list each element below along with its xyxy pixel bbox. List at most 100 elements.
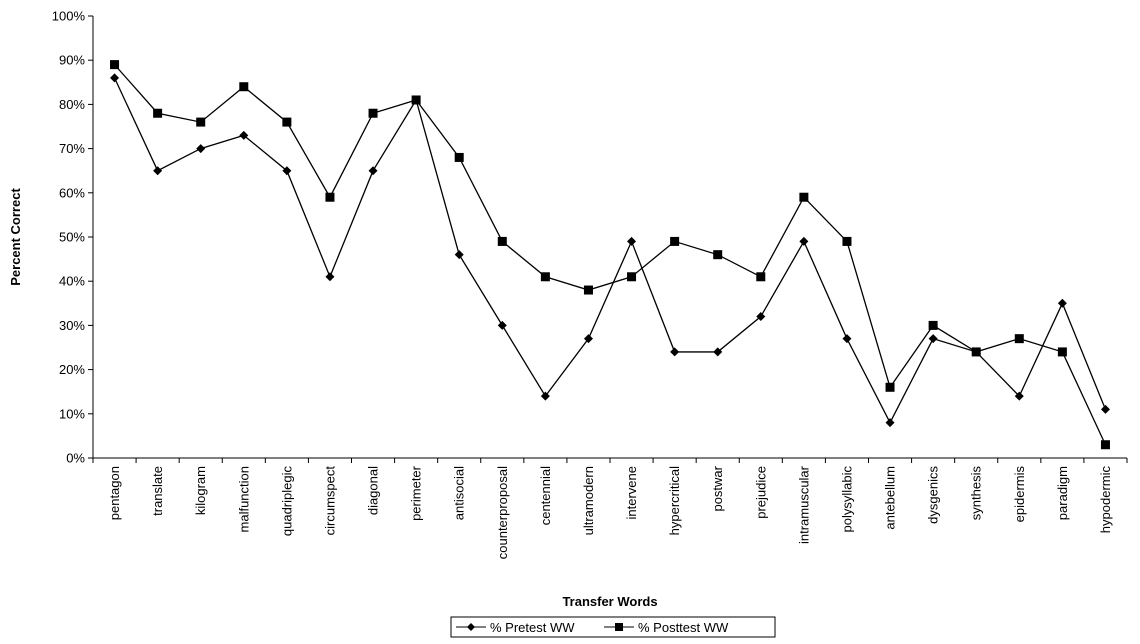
x-tick-label: paradigm	[1055, 466, 1070, 520]
series-line	[113, 77, 1107, 425]
x-tick-label: synthesis	[969, 466, 984, 521]
data-point-square	[842, 236, 852, 246]
data-point-diamond	[627, 236, 637, 246]
x-tick-label: epidermis	[1012, 466, 1027, 523]
data-point-square	[799, 192, 809, 202]
data-point-square	[454, 152, 464, 162]
data-point-square	[368, 108, 378, 118]
y-tick-label: 90%	[59, 53, 85, 68]
data-point-square	[756, 272, 766, 282]
x-tick-label: antisocial	[452, 466, 467, 520]
legend-item-posttest: % Posttest WW	[604, 620, 729, 635]
y-tick-label: 100%	[52, 9, 86, 24]
data-point-diamond	[713, 347, 723, 357]
data-point-diamond	[583, 334, 593, 344]
data-point-square	[713, 250, 723, 260]
data-point-diamond	[368, 166, 378, 176]
data-point-square	[153, 108, 163, 118]
data-point-diamond	[239, 130, 249, 140]
x-tick-label: malfunction	[236, 466, 251, 532]
data-point-square	[540, 272, 550, 282]
y-tick-labels: 0% 10% 20% 30% 40% 50% 60% 70% 80% 90% 100%	[52, 9, 86, 466]
x-tick-label: circumspect	[322, 466, 337, 536]
data-point-square	[1014, 334, 1024, 344]
x-tick-label: prejudice	[753, 466, 768, 519]
data-point-square	[239, 82, 249, 92]
y-tick-label: 0%	[66, 451, 85, 466]
x-tick-label: dysgenics	[926, 466, 941, 524]
axes	[88, 15, 1128, 463]
x-tick-label: translate	[150, 466, 165, 516]
x-tick-label: hypercritical	[667, 466, 682, 535]
legend-label-pretest: % Pretest WW	[490, 620, 575, 635]
data-point-diamond	[454, 250, 464, 260]
x-tick-labels: pentagon translate kilogram malfunction quad…	[107, 465, 1113, 559]
y-tick-label: 20%	[59, 362, 85, 377]
data-point-diamond	[110, 73, 120, 83]
x-tick-label: centennial	[538, 466, 553, 525]
x-tick-label: perimeter	[409, 465, 424, 521]
data-point-diamond	[196, 144, 206, 154]
x-tick-label: antebellum	[883, 466, 898, 530]
data-point-diamond	[153, 166, 163, 176]
x-tick-label: pentagon	[107, 466, 122, 520]
x-tick-label: kilogram	[193, 466, 208, 515]
x-tick-label: ultramodern	[581, 466, 596, 535]
data-point-diamond	[885, 418, 895, 428]
data-point-square	[325, 192, 335, 202]
legend-marker-pretest	[467, 623, 475, 631]
x-tick-label: postwar	[710, 465, 725, 511]
data-point-diamond	[497, 320, 507, 330]
data-point-diamond	[1014, 391, 1024, 401]
legend-marker-posttest	[615, 623, 623, 631]
data-point-square	[670, 236, 680, 246]
y-axis-title: Percent Correct	[8, 188, 23, 286]
data-point-diamond	[1100, 404, 1110, 414]
series-pretest	[110, 73, 1110, 428]
y-tick-label: 10%	[59, 406, 85, 421]
data-point-square	[583, 285, 593, 295]
x-tick-label: hypodermic	[1098, 466, 1113, 534]
data-point-diamond	[842, 334, 852, 344]
data-point-diamond	[1057, 298, 1067, 308]
data-point-square	[196, 117, 206, 127]
series-posttest	[110, 60, 1110, 450]
data-point-diamond	[282, 166, 292, 176]
data-point-square	[282, 117, 292, 127]
data-point-square	[885, 382, 895, 392]
x-tick-label: counterproposal	[495, 466, 510, 559]
x-axis-title: Transfer Words	[562, 594, 657, 609]
data-point-diamond	[756, 312, 766, 322]
data-point-square	[110, 60, 120, 70]
data-point-diamond	[325, 272, 335, 282]
x-tick-label: diagonal	[366, 466, 381, 515]
y-tick-label: 60%	[59, 185, 85, 200]
data-point-diamond	[540, 391, 550, 401]
legend-label-posttest: % Posttest WW	[638, 620, 729, 635]
y-tick-label: 40%	[59, 274, 85, 289]
data-point-square	[971, 347, 981, 357]
legend: % Pretest WW % Posttest WW	[450, 616, 776, 638]
data-point-diamond	[928, 334, 938, 344]
series-layer	[110, 60, 1110, 450]
y-tick-label: 70%	[59, 141, 85, 156]
x-tick-label: polysyllabic	[839, 466, 854, 533]
x-tick-label: intervene	[624, 466, 639, 519]
data-point-square	[928, 320, 938, 330]
legend-item-pretest: % Pretest WW	[456, 620, 575, 635]
x-tick-label: quadriplegic	[279, 466, 294, 537]
series-line	[114, 64, 1107, 446]
data-point-diamond	[799, 236, 809, 246]
data-point-square	[497, 236, 507, 246]
data-point-diamond	[670, 347, 680, 357]
y-tick-label: 80%	[59, 97, 85, 112]
data-point-square	[411, 95, 421, 105]
x-tick-label: intramuscular	[796, 465, 811, 544]
data-point-square	[1100, 440, 1110, 450]
data-point-square	[1057, 347, 1067, 357]
y-tick-label: 30%	[59, 318, 85, 333]
data-point-square	[627, 272, 637, 282]
y-tick-label: 50%	[59, 230, 85, 245]
